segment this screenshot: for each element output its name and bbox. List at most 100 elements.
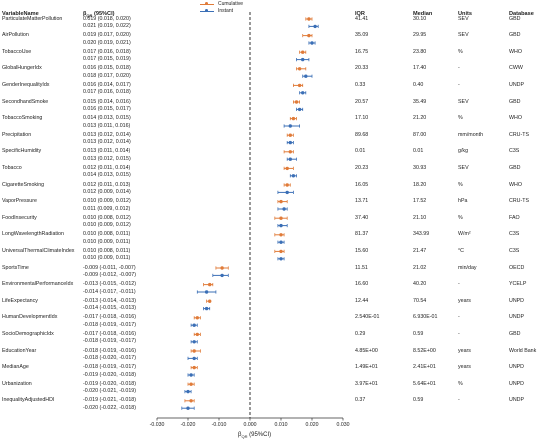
estimate-cumulative-tobacco: 0.012 (0.011, 0.014) xyxy=(83,164,131,171)
point-cumulative-vapor-pressure xyxy=(279,199,283,204)
row-label-environmental-performance-idx: EnvironmentalPerformanceIdx xyxy=(2,281,74,288)
median-life-expectancy: 70.54 xyxy=(413,297,427,304)
database-human-development-idx: UNDP xyxy=(509,314,525,321)
point-instant-tobacco xyxy=(291,174,296,178)
row-label-air-pollution: AirPollution xyxy=(2,32,29,39)
database-environmental-performance-idx: YCELP xyxy=(509,281,527,288)
median-universal-thermal-climate-index: 21.47 xyxy=(413,247,427,254)
legend-label-instant: Instant xyxy=(218,7,234,14)
median-gender-inequality-idx: 0.40 xyxy=(413,81,424,88)
iqr-tobacco-smoking: 17.10 xyxy=(355,115,369,122)
point-cumulative-education-year xyxy=(192,349,196,353)
estimate-instant-vapor-pressure: 0.011 (0.009, 0.012) xyxy=(83,205,131,212)
median-inequality-adjusted-hdi: 0.59 xyxy=(413,397,424,404)
iqr-gender-inequality-idx: 0.33 xyxy=(355,81,366,88)
database-universal-thermal-climate-index: C3S xyxy=(509,247,520,254)
legend: Cumulative Instant xyxy=(200,0,243,14)
point-cumulative-socio-demographic-idx xyxy=(195,332,199,337)
units-sports-time: min/day xyxy=(458,264,477,271)
iqr-median-age: 1.49E+01 xyxy=(355,364,378,371)
header-iqr: IQR xyxy=(355,11,365,17)
point-cumulative-gender-inequality-idx xyxy=(297,83,302,88)
point-instant-gender-inequality-idx xyxy=(301,91,305,95)
row-label-gender-inequality-idx: GenderInequalityIdx xyxy=(2,81,50,88)
database-specific-humidity: C3S xyxy=(509,148,520,155)
estimate-cumulative-human-development-idx: -0.017 (-0.018, -0.016) xyxy=(83,314,136,321)
row-label-tobacco: Tobacco xyxy=(2,164,22,171)
estimate-cumulative-air-pollution: 0.019 (0.017, 0.020) xyxy=(83,32,131,39)
units-socio-demographic-idx: - xyxy=(458,330,460,337)
point-instant-long-wavelength-radiation xyxy=(279,240,283,244)
estimate-cumulative-specific-humidity: 0.013 (0.011, 0.014) xyxy=(83,148,131,155)
median-air-pollution: 29.95 xyxy=(413,32,427,39)
median-human-development-idx: 6.930E-01 xyxy=(413,314,438,321)
units-particulate-matter-pollution: SEV xyxy=(458,15,469,22)
legend-item-cumulative: Cumulative xyxy=(200,0,243,7)
estimate-cumulative-median-age: -0.018 (-0.019, -0.017) xyxy=(83,364,136,371)
point-cumulative-human-development-idx xyxy=(195,316,199,320)
median-precipitation: 87.00 xyxy=(413,131,427,138)
database-socio-demographic-idx: GBD xyxy=(509,330,521,337)
point-instant-tobacco-smoking xyxy=(288,124,292,128)
database-vapor-pressure: CRU-TS xyxy=(509,198,530,205)
iqr-tobacco: 20.23 xyxy=(355,164,369,171)
database-gender-inequality-idx: UNDP xyxy=(509,81,525,88)
units-tobacco-smoking: % xyxy=(458,115,463,122)
row-label-life-expectancy: LifeExpectancy xyxy=(2,297,38,304)
median-tobacco-smoking: 21.20 xyxy=(413,115,427,122)
iqr-vapor-pressure: 13.71 xyxy=(355,198,369,205)
iqr-socio-demographic-idx: 0.29 xyxy=(355,330,366,337)
units-tobacco-use: % xyxy=(458,48,463,55)
iqr-specific-humidity: 0.01 xyxy=(355,148,366,155)
point-instant-secondhand-smoke xyxy=(297,107,302,112)
iqr-long-wavelength-radiation: 81.37 xyxy=(355,231,369,238)
point-instant-inequality-adjusted-hdi xyxy=(186,406,190,410)
legend-label-cumulative: Cumulative xyxy=(218,0,244,7)
units-global-hunger-idx: - xyxy=(458,65,460,72)
estimate-cumulative-universal-thermal-climate-index: 0.010 (0.008, 0.011) xyxy=(83,247,131,254)
database-tobacco: GBD xyxy=(509,164,521,171)
median-food-insecurity: 21.10 xyxy=(413,214,427,221)
units-life-expectancy: years xyxy=(458,297,471,304)
row-label-vapor-pressure: VaporPressure xyxy=(2,198,37,205)
estimate-instant-precipitation: 0.013 (0.012, 0.014) xyxy=(83,139,131,146)
point-cumulative-median-age xyxy=(192,365,196,370)
x-tick-label: -0.010 xyxy=(212,422,227,428)
estimate-instant-tobacco-use: 0.017 (0.015, 0.019) xyxy=(83,56,131,63)
median-sports-time: 21.02 xyxy=(413,264,427,271)
estimate-cumulative-tobacco-use: 0.017 (0.016, 0.018) xyxy=(83,48,131,55)
row-label-specific-humidity: SpecificHumidity xyxy=(2,148,42,155)
point-cumulative-particulate-matter-pollution xyxy=(307,17,311,21)
point-cumulative-tobacco-use xyxy=(301,50,305,54)
database-global-hunger-idx: CWW xyxy=(509,65,523,72)
point-instant-tobacco-use xyxy=(301,57,305,62)
header-database: Database xyxy=(509,11,534,17)
row-label-particulate-matter-pollution: ParticulateMatterPollution xyxy=(2,15,63,22)
estimate-cumulative-urbanization: -0.019 (-0.020, -0.018) xyxy=(83,380,136,387)
row-label-food-insecurity: FoodInsecurity xyxy=(2,214,37,221)
estimate-cumulative-education-year: -0.018 (-0.019, -0.016) xyxy=(83,347,136,354)
x-axis-title: βQR (95%CI) xyxy=(238,432,272,440)
point-instant-precipitation xyxy=(288,140,292,145)
row-label-long-wavelength-radiation: LongWavelengthRadiation xyxy=(2,231,64,238)
estimate-instant-specific-humidity: 0.013 (0.012, 0.015) xyxy=(83,155,131,162)
iqr-environmental-performance-idx: 16.60 xyxy=(355,281,369,288)
units-long-wavelength-radiation: W/m² xyxy=(458,231,471,238)
units-urbanization: % xyxy=(458,380,463,387)
x-tick-label: -0.030 xyxy=(150,422,165,428)
iqr-air-pollution: 35.09 xyxy=(355,32,369,39)
iqr-urbanization: 3.97E+01 xyxy=(355,380,378,387)
units-human-development-idx: - xyxy=(458,314,460,321)
iqr-precipitation: 89.68 xyxy=(355,131,369,138)
point-instant-particulate-matter-pollution xyxy=(313,24,317,29)
header-median: Median xyxy=(413,11,433,17)
estimate-cumulative-life-expectancy: -0.013 (-0.014, -0.013) xyxy=(83,297,136,304)
point-instant-specific-humidity xyxy=(288,157,292,161)
median-socio-demographic-idx: 0.59 xyxy=(413,330,424,337)
iqr-food-insecurity: 37.40 xyxy=(355,214,369,221)
row-label-secondhand-smoke: SecondhandSmoke xyxy=(2,98,49,105)
estimate-cumulative-inequality-adjusted-hdi: -0.019 (-0.021, -0.018) xyxy=(83,397,136,404)
point-cumulative-specific-humidity xyxy=(288,150,292,154)
estimate-instant-environmental-performance-idx: -0.014 (-0.017, -0.011) xyxy=(83,288,136,295)
